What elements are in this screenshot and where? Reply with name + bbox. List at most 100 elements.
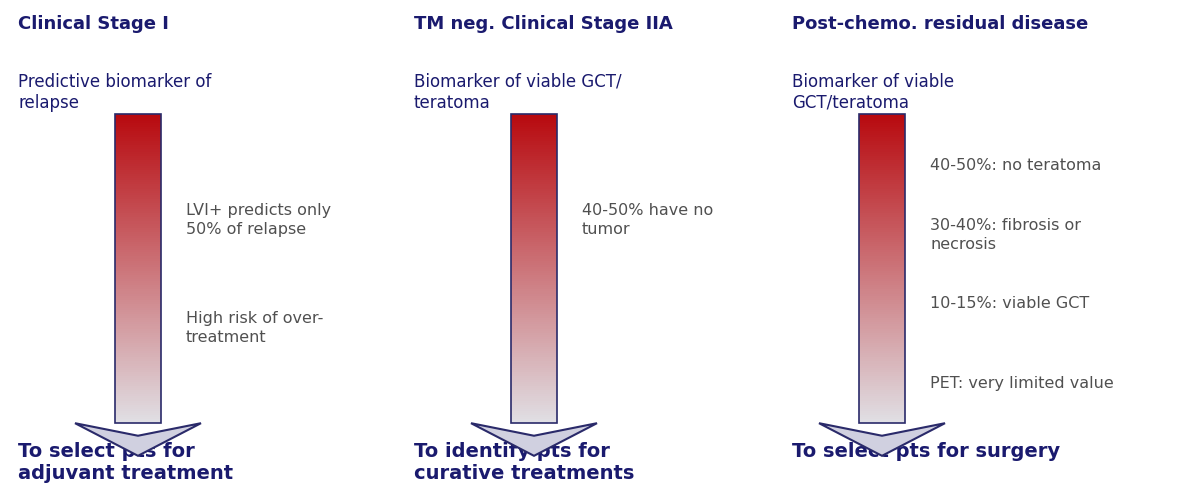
Polygon shape [859, 360, 905, 362]
Polygon shape [115, 325, 161, 327]
Polygon shape [511, 234, 557, 236]
Polygon shape [115, 362, 161, 364]
Polygon shape [511, 315, 557, 317]
Polygon shape [859, 181, 905, 183]
Polygon shape [511, 393, 557, 395]
Polygon shape [511, 201, 557, 203]
Polygon shape [115, 240, 161, 242]
Polygon shape [115, 115, 161, 117]
Polygon shape [511, 356, 557, 358]
Polygon shape [115, 343, 161, 345]
Text: Biomarker of viable
GCT/teratoma: Biomarker of viable GCT/teratoma [792, 73, 954, 111]
Polygon shape [115, 337, 161, 339]
Polygon shape [115, 274, 161, 276]
Polygon shape [511, 327, 557, 329]
Polygon shape [859, 339, 905, 341]
Polygon shape [859, 119, 905, 121]
Polygon shape [859, 152, 905, 154]
Text: High risk of over-
treatment: High risk of over- treatment [186, 311, 323, 344]
Polygon shape [859, 257, 905, 259]
Polygon shape [115, 218, 161, 220]
Polygon shape [511, 329, 557, 331]
Polygon shape [859, 380, 905, 382]
Polygon shape [859, 362, 905, 364]
Polygon shape [511, 130, 557, 132]
Polygon shape [511, 216, 557, 218]
Polygon shape [115, 360, 161, 362]
Polygon shape [859, 222, 905, 224]
Polygon shape [115, 306, 161, 308]
Polygon shape [859, 321, 905, 323]
Polygon shape [115, 158, 161, 160]
Polygon shape [115, 313, 161, 315]
Polygon shape [511, 384, 557, 386]
Polygon shape [859, 292, 905, 294]
Polygon shape [115, 265, 161, 267]
Polygon shape [115, 284, 161, 286]
Polygon shape [115, 244, 161, 246]
Polygon shape [511, 160, 557, 162]
Polygon shape [511, 123, 557, 125]
Polygon shape [115, 317, 161, 319]
Polygon shape [115, 411, 161, 413]
Polygon shape [115, 354, 161, 356]
Polygon shape [859, 356, 905, 358]
Polygon shape [859, 171, 905, 173]
Polygon shape [511, 255, 557, 257]
Polygon shape [511, 138, 557, 140]
Polygon shape [859, 248, 905, 251]
Polygon shape [511, 177, 557, 179]
Polygon shape [511, 257, 557, 259]
Polygon shape [115, 222, 161, 224]
Polygon shape [859, 177, 905, 179]
Polygon shape [115, 378, 161, 380]
Polygon shape [511, 119, 557, 121]
Polygon shape [115, 134, 161, 136]
Polygon shape [115, 267, 161, 269]
Polygon shape [115, 175, 161, 177]
Polygon shape [859, 201, 905, 203]
Polygon shape [859, 251, 905, 253]
Polygon shape [115, 169, 161, 171]
Polygon shape [511, 325, 557, 327]
Polygon shape [115, 185, 161, 187]
Polygon shape [115, 234, 161, 236]
Polygon shape [859, 341, 905, 343]
Polygon shape [511, 207, 557, 210]
Polygon shape [859, 166, 905, 169]
Polygon shape [115, 358, 161, 360]
Polygon shape [511, 187, 557, 189]
Polygon shape [859, 240, 905, 242]
Polygon shape [511, 121, 557, 123]
Polygon shape [511, 115, 557, 117]
Text: Predictive biomarker of
relapse: Predictive biomarker of relapse [18, 73, 211, 111]
Polygon shape [859, 407, 905, 409]
Polygon shape [859, 169, 905, 171]
Polygon shape [115, 288, 161, 290]
Polygon shape [115, 421, 161, 423]
Polygon shape [859, 242, 905, 244]
Polygon shape [859, 374, 905, 376]
Polygon shape [115, 150, 161, 152]
Polygon shape [511, 134, 557, 136]
Polygon shape [115, 364, 161, 366]
Polygon shape [115, 228, 161, 230]
Polygon shape [859, 259, 905, 261]
Polygon shape [859, 125, 905, 128]
Polygon shape [511, 401, 557, 403]
Polygon shape [511, 390, 557, 393]
Polygon shape [511, 304, 557, 306]
Polygon shape [115, 166, 161, 169]
Polygon shape [115, 230, 161, 232]
Polygon shape [115, 146, 161, 148]
Polygon shape [859, 382, 905, 384]
Polygon shape [859, 278, 905, 280]
Polygon shape [115, 286, 161, 288]
Polygon shape [115, 280, 161, 282]
Polygon shape [115, 419, 161, 421]
Polygon shape [818, 423, 946, 456]
Text: LVI+ predicts only
50% of relapse: LVI+ predicts only 50% of relapse [186, 203, 331, 236]
Polygon shape [115, 352, 161, 354]
Polygon shape [859, 315, 905, 317]
Polygon shape [859, 397, 905, 399]
